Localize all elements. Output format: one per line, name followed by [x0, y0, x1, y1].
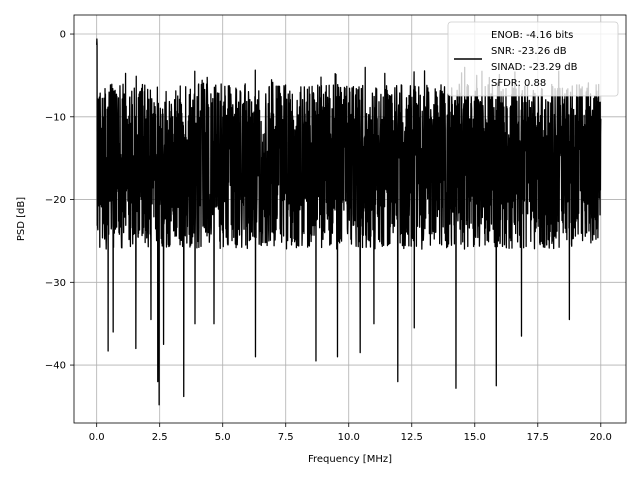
psd-series-line — [96, 38, 602, 406]
y-axis-ticks: 0 −10 −20 −30 −40 — [45, 30, 74, 372]
y-axis-label: PSD [dB] — [16, 197, 27, 241]
x-tick-label: 17.5 — [527, 432, 549, 443]
y-tick-label: 0 — [60, 30, 66, 41]
legend-box — [447, 21, 619, 97]
x-axis-label: Frequency [MHz] — [308, 454, 392, 465]
y-tick-label: −40 — [45, 361, 66, 372]
x-tick-label: 2.5 — [152, 432, 168, 443]
y-tick-label: −10 — [45, 112, 66, 123]
legend: ENOB: -4.16 bits SNR: -23.26 dB SINAD: -… — [447, 21, 619, 97]
x-tick-label: 7.5 — [278, 432, 294, 443]
x-axis-ticks: 0.0 2.5 5.0 7.5 10.0 12.5 15.0 17.5 20.0 — [89, 423, 612, 443]
x-tick-label: 15.0 — [464, 432, 486, 443]
x-tick-label: 20.0 — [590, 432, 612, 443]
plot-frame — [73, 14, 627, 424]
legend-text-enob: ENOB: -4.16 bits — [491, 30, 573, 41]
y-tick-label: −20 — [45, 195, 66, 206]
legend-text-snr: SNR: -23.26 dB — [491, 46, 567, 57]
legend-text-sinad: SINAD: -23.29 dB — [491, 62, 578, 73]
legend-text-sfdr: SFDR: 0.88 — [491, 78, 546, 89]
x-tick-label: 12.5 — [401, 432, 423, 443]
x-tick-label: 10.0 — [338, 432, 360, 443]
y-tick-label: −30 — [45, 278, 66, 289]
x-tick-label: 5.0 — [215, 432, 231, 443]
x-tick-label: 0.0 — [89, 432, 105, 443]
